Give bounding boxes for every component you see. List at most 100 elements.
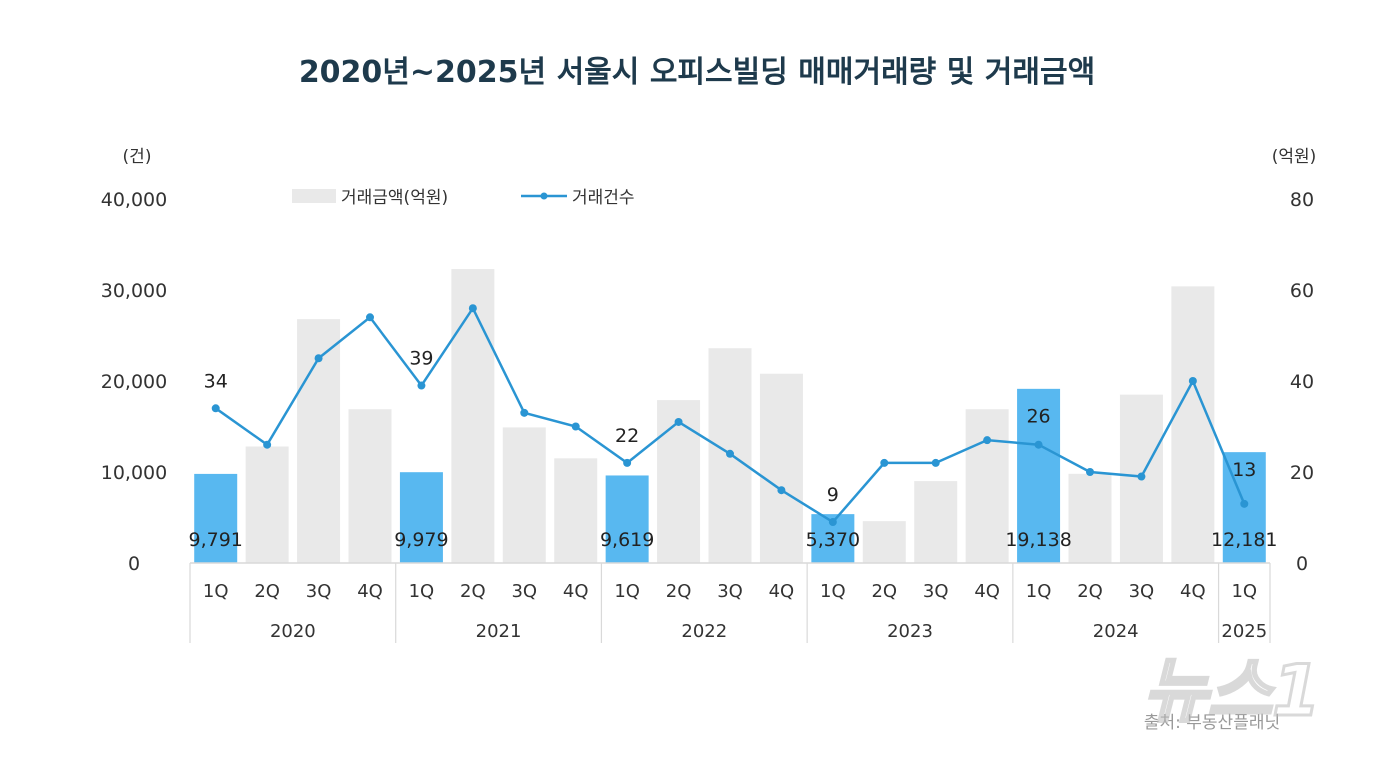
- left-tick-label: 20,000: [101, 371, 167, 393]
- line-point: [931, 458, 940, 467]
- bar: [194, 473, 238, 563]
- quarter-label: 1Q: [614, 581, 640, 602]
- quarter-label: 2Q: [871, 581, 897, 602]
- line-value-label: 9: [827, 484, 839, 506]
- quarter-label: 4Q: [1180, 581, 1206, 602]
- bar: [348, 409, 392, 563]
- quarter-label: 4Q: [563, 581, 589, 602]
- left-tick-label: 10,000: [101, 462, 167, 484]
- bar-value-label: 9,979: [394, 529, 448, 551]
- bar-value-label: 19,138: [1005, 529, 1071, 551]
- quarter-label: 1Q: [1231, 581, 1257, 602]
- bars: [194, 269, 1266, 563]
- right-axis-unit: (억원): [1272, 147, 1317, 167]
- bar: [965, 409, 1009, 563]
- right-tick-label: 80: [1290, 189, 1314, 211]
- left-axis: 0 10,000 20,000 30,000 40,000: [101, 189, 167, 575]
- bar: [502, 427, 546, 563]
- source-text: 출처: 부동산플래닛: [1144, 713, 1280, 733]
- line-point: [1240, 499, 1249, 508]
- bar: [1017, 388, 1061, 563]
- line-point: [366, 313, 374, 322]
- quarter-label: 2Q: [254, 581, 280, 602]
- year-label: 2024: [1093, 621, 1139, 642]
- line-point: [1188, 377, 1197, 385]
- line-point: [520, 408, 529, 417]
- quarter-label: 3Q: [306, 581, 332, 602]
- bar: [1171, 286, 1215, 563]
- watermark-logo: 뉴스1: [1142, 649, 1323, 734]
- bar-value-label: 12,181: [1211, 529, 1277, 551]
- line-point: [880, 458, 889, 467]
- bar-value-label: 9,619: [600, 529, 654, 551]
- quarter-label: 4Q: [974, 581, 1000, 602]
- bar: [245, 446, 289, 563]
- bar: [657, 400, 701, 563]
- bar: [605, 475, 649, 563]
- bar: [451, 269, 495, 563]
- quarter-label: 3Q: [923, 581, 949, 602]
- data-labels: 9,791 9,979 9,619 5,370 19,138 12,181 34 39 22 9 2…: [189, 348, 1278, 551]
- legend-line-marker: [540, 192, 548, 200]
- line-value-label: 26: [1026, 406, 1050, 428]
- right-tick-label: 60: [1290, 280, 1314, 302]
- quarter-label: 3Q: [511, 581, 537, 602]
- line-point: [726, 449, 734, 458]
- left-tick-label: 40,000: [101, 189, 167, 211]
- bar: [862, 521, 906, 563]
- line-value-label: 34: [204, 370, 228, 392]
- quarter-label: 1Q: [1026, 581, 1052, 602]
- line-point: [211, 404, 220, 413]
- bar: [759, 373, 803, 563]
- right-tick-label: 20: [1290, 462, 1314, 484]
- bar-value-label: 9,791: [189, 529, 243, 551]
- right-tick-label: 0: [1296, 553, 1308, 575]
- bar: [1068, 473, 1112, 563]
- line-point: [828, 518, 837, 527]
- year-label: 2020: [270, 621, 316, 642]
- year-label: 2025: [1221, 621, 1267, 642]
- watermark-text: 뉴스1: [1143, 650, 1321, 732]
- line-point: [1137, 472, 1146, 481]
- quarter-label: 2Q: [1077, 581, 1103, 602]
- quarter-label: 1Q: [820, 581, 846, 602]
- line-point: [417, 381, 426, 390]
- bar-value-label: 5,370: [806, 529, 860, 551]
- line-point: [674, 417, 683, 426]
- line-point: [623, 458, 632, 467]
- legend-bar-label: 거래금액(억원): [341, 188, 448, 208]
- left-axis-unit: (건): [123, 147, 152, 167]
- quarter-label: 4Q: [357, 581, 383, 602]
- line-point: [1086, 468, 1094, 476]
- left-tick-label: 0: [128, 553, 140, 575]
- line-value-label: 13: [1232, 459, 1256, 481]
- x-axis: 1Q 2Q 3Q 4Q 1Q 2Q 3Q 4Q 1Q 2Q 3Q 4Q 1Q 2Q 3Q 4Q 1Q 2Q 3Q 4Q…: [189, 562, 1271, 643]
- bar: [914, 481, 958, 563]
- quarter-label: 1Q: [203, 581, 229, 602]
- line-value-label: 39: [409, 348, 433, 370]
- year-label: 2022: [681, 621, 727, 642]
- legend-bar-swatch: [292, 189, 336, 203]
- line-value-label: 22: [615, 425, 639, 447]
- quarter-label: 4Q: [769, 581, 795, 602]
- line-point: [983, 436, 992, 445]
- line-point: [777, 486, 786, 495]
- line-point: [571, 422, 580, 431]
- right-axis: 0 20 40 60 80: [1290, 189, 1314, 575]
- quarter-label: 1Q: [409, 581, 435, 602]
- line-point: [468, 304, 477, 313]
- quarter-label: 2Q: [666, 581, 692, 602]
- quarter-label: 3Q: [717, 581, 743, 602]
- year-label: 2023: [887, 621, 933, 642]
- bar: [554, 458, 598, 563]
- quarter-label: 3Q: [1129, 581, 1155, 602]
- line-point: [314, 354, 323, 363]
- line-point: [1034, 440, 1043, 449]
- right-tick-label: 40: [1290, 371, 1314, 393]
- line-series: [211, 304, 1249, 527]
- chart-title: 2020년~2025년 서울시 오피스빌딩 매매거래량 및 거래금액: [299, 55, 1095, 90]
- quarter-label: 2Q: [460, 581, 486, 602]
- line-point: [263, 440, 272, 449]
- legend: 거래금액(억원) 거래건수: [292, 188, 635, 208]
